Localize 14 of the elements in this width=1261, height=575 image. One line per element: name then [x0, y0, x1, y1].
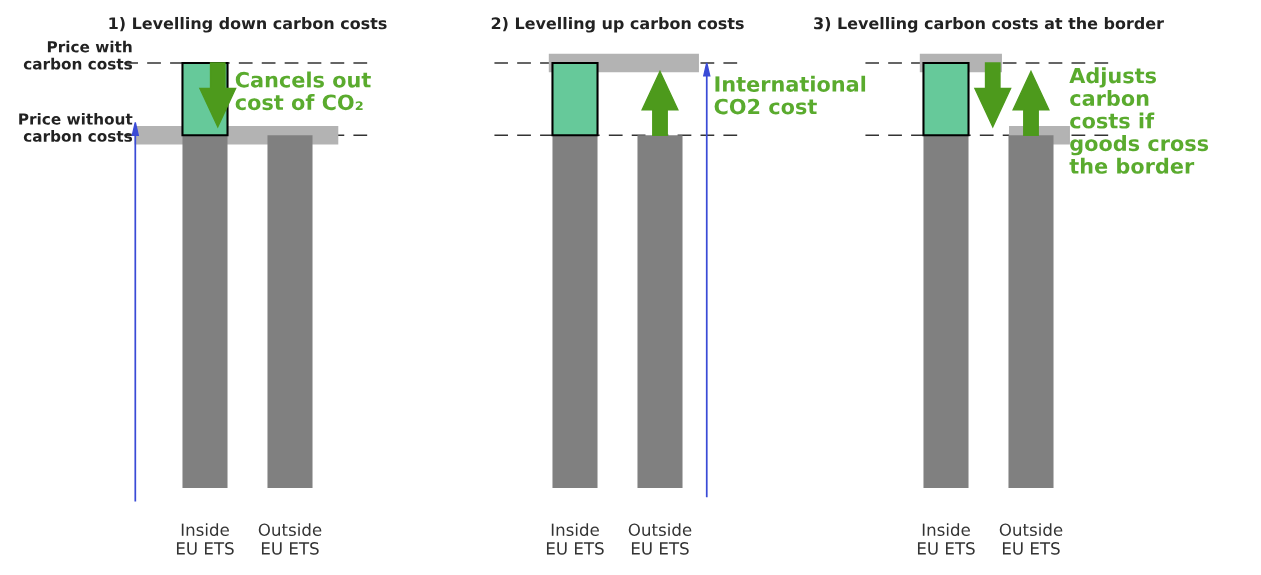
- x-tick-label: Inside EU ETS: [176, 523, 234, 555]
- chart-title: 1) Levelling down carbon costs: [109, 16, 387, 33]
- annotation: Adjusts carbon costs if goods cross the border: [1069, 67, 1209, 174]
- annotation: International CO2 cost: [714, 75, 866, 115]
- ref-line-label: Price with carbon costs: [23, 40, 133, 70]
- ref-line-label: Price without carbon costs: [19, 112, 133, 142]
- x-tick-label: Outside EU ETS: [258, 523, 322, 555]
- x-tick-label: Inside EU ETS: [917, 523, 975, 555]
- annotation: Cancels out cost of CO₂: [235, 71, 371, 111]
- x-tick-label: Outside EU ETS: [628, 523, 692, 555]
- chart-title: 3) Levelling carbon costs at the border: [814, 16, 1164, 33]
- x-tick-label: Outside EU ETS: [999, 523, 1063, 555]
- x-tick-label: Inside EU ETS: [546, 523, 604, 555]
- chart-title: 2) Levelling up carbon costs: [491, 16, 744, 33]
